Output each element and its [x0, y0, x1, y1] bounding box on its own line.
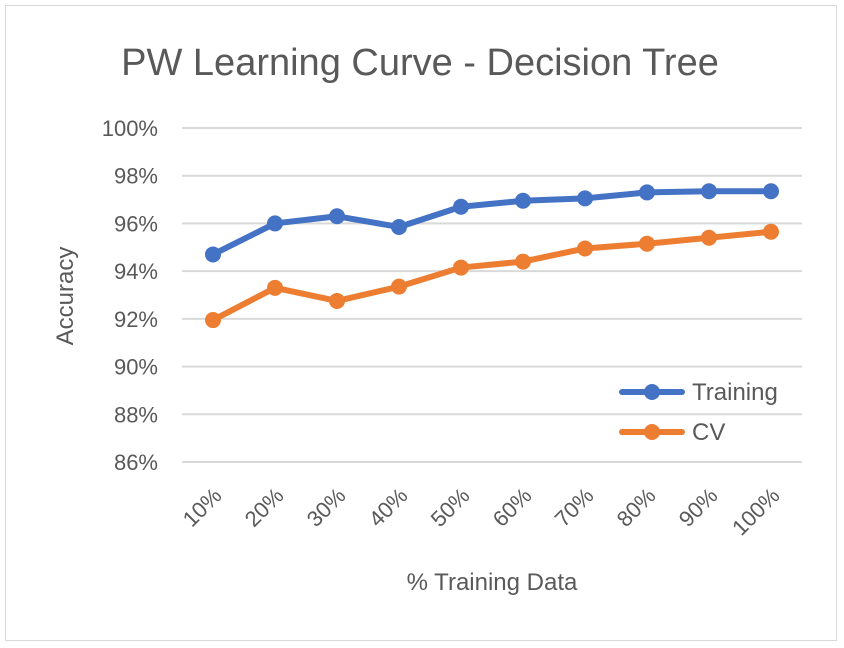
x-tick-label: 100%	[727, 483, 784, 540]
y-tick-label: 86%	[114, 450, 158, 475]
x-tick-label: 10%	[178, 483, 227, 532]
y-tick-label: 94%	[114, 259, 158, 284]
data-point-cv	[701, 229, 717, 246]
data-point-training	[577, 190, 593, 207]
series-line-cv	[210, 228, 774, 324]
series-lines	[205, 183, 779, 329]
x-tick-label: 30%	[302, 483, 351, 532]
data-point-cv	[577, 240, 593, 257]
legend: Training CV	[619, 379, 778, 446]
data-point-training	[515, 192, 531, 209]
x-tick-label: 50%	[426, 483, 475, 532]
data-point-training	[763, 183, 779, 200]
legend-item-cv: CV	[619, 419, 725, 446]
x-tick-label: 20%	[240, 483, 289, 532]
data-point-cv	[515, 253, 531, 270]
y-tick-label: 92%	[114, 307, 158, 332]
data-point-cv	[267, 279, 283, 296]
data-point-training	[329, 208, 345, 225]
x-tick-label: 80%	[612, 483, 661, 532]
y-axis-title: Accuracy	[52, 247, 79, 346]
series-line-training	[210, 188, 774, 258]
data-point-cv	[453, 259, 469, 276]
y-tick-label: 88%	[114, 402, 158, 427]
data-point-cv	[329, 292, 345, 309]
x-axis-ticks: 10% 20% 30% 40% 50% 60% 70% 80% 90% 100%	[178, 483, 785, 540]
y-tick-label: 90%	[114, 355, 158, 380]
legend-item-training: Training	[619, 379, 778, 406]
data-point-training	[205, 246, 221, 263]
series-cv	[205, 223, 779, 329]
gridlines	[182, 127, 802, 463]
chart-title: PW Learning Curve - Decision Tree	[121, 42, 719, 84]
data-point-cv	[391, 278, 407, 295]
data-point-training	[639, 184, 655, 201]
y-tick-label: 98%	[114, 164, 158, 189]
series-training	[205, 183, 779, 263]
data-point-cv	[205, 312, 221, 329]
x-tick-label: 70%	[550, 483, 599, 532]
legend-swatch-marker	[644, 384, 660, 400]
data-point-training	[453, 198, 469, 215]
legend-swatch-marker	[644, 424, 660, 440]
x-tick-label: 40%	[364, 483, 413, 532]
y-tick-label: 96%	[114, 211, 158, 236]
y-axis-ticks: 86% 88% 90% 92% 94% 96% 98% 100%	[102, 116, 158, 475]
chart-frame	[5, 5, 837, 641]
legend-label: CV	[692, 419, 725, 446]
y-tick-label: 100%	[102, 116, 158, 141]
legend-label: Training	[692, 379, 778, 406]
data-point-training	[267, 215, 283, 232]
data-point-cv	[763, 223, 779, 240]
x-axis-title: % Training Data	[407, 569, 578, 596]
data-point-training	[391, 219, 407, 236]
data-point-training	[701, 183, 717, 200]
x-tick-label: 60%	[488, 483, 537, 532]
x-tick-label: 90%	[674, 483, 723, 532]
data-point-cv	[639, 235, 655, 252]
